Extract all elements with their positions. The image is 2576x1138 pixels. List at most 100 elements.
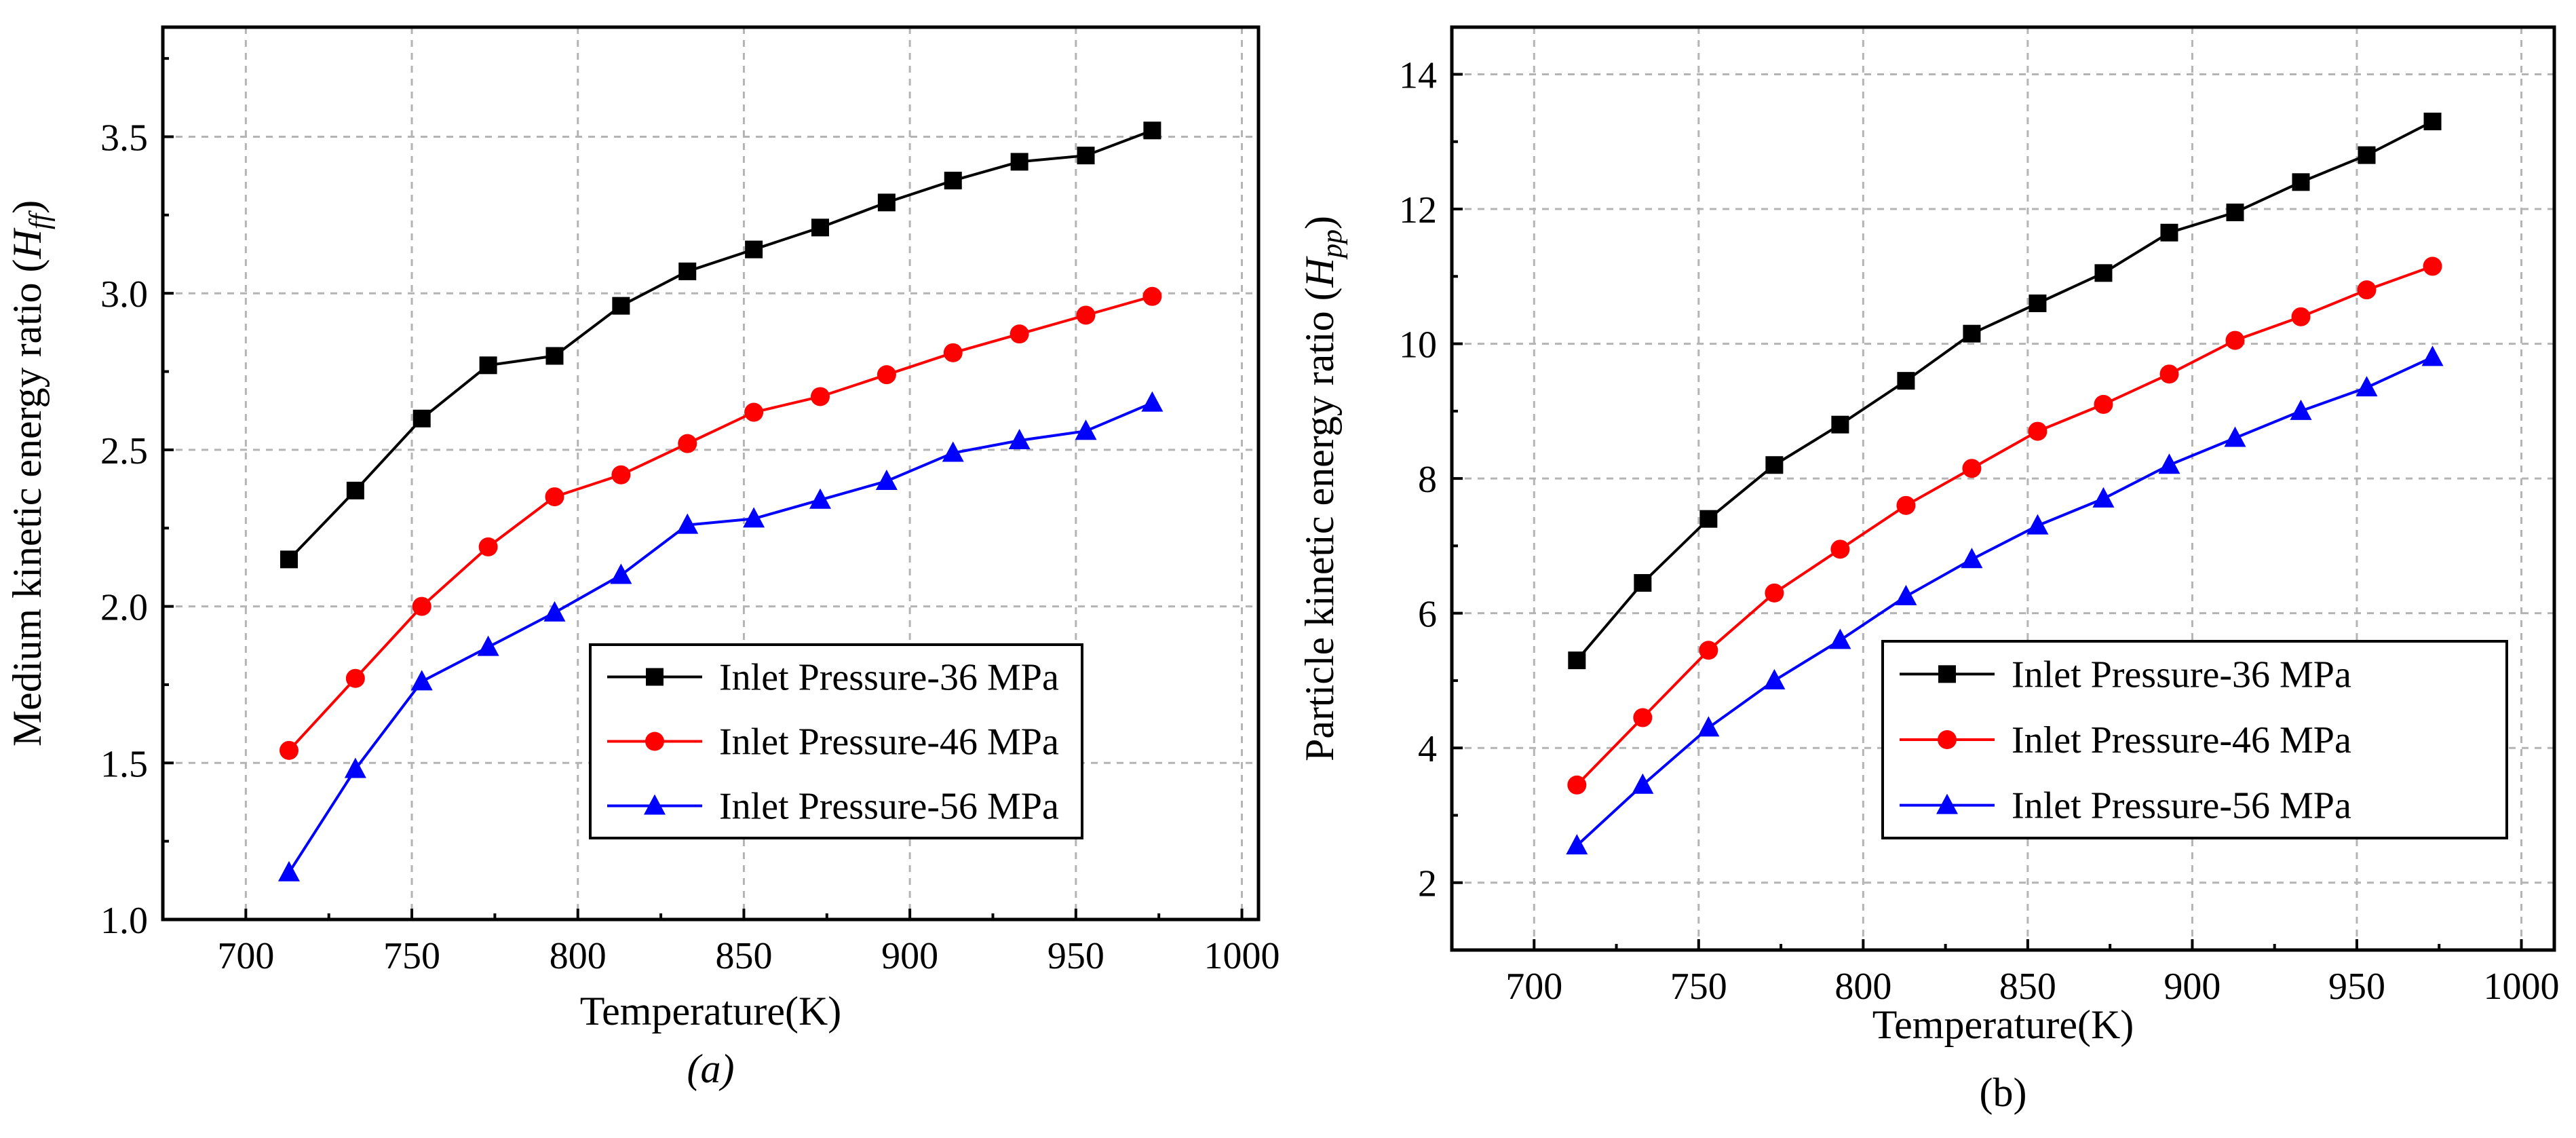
data-point [2356, 376, 2378, 397]
y-tick-label: 10 [1399, 324, 1437, 366]
data-point [1075, 419, 1097, 440]
y-tick-label: 1.0 [100, 900, 148, 942]
data-point [412, 409, 431, 428]
data-point [1076, 305, 1096, 325]
legend-label: Inlet Pressure-46 MPa [719, 721, 1059, 763]
data-point [2357, 280, 2377, 300]
x-tick-label: 1000 [2483, 966, 2559, 1008]
grid-lines [1452, 27, 2554, 950]
x-tick-label: 850 [1999, 966, 2056, 1008]
y-tick-label: 4 [1418, 728, 1437, 770]
x-tick-label: 900 [881, 935, 938, 977]
y-tick-label: 2 [1418, 863, 1437, 905]
data-point [1962, 459, 1982, 478]
data-point [1008, 429, 1031, 450]
legend-marker [644, 794, 666, 815]
legend-item: Inlet Pressure-36 MPa [607, 657, 1059, 699]
y-axis-title-text: Particle kinetic energy ratio ( [1297, 287, 1342, 761]
data-point [944, 172, 962, 190]
x-axis-title: Temperature(K) [1872, 1002, 2134, 1047]
legend: Inlet Pressure-36 MPa Inlet Pressure-46 M… [589, 643, 1083, 839]
data-point [2358, 146, 2376, 164]
y-tick-labels: 1.0 1.5 2.0 2.5 3.0 3.5 [100, 117, 148, 942]
x-tick-label: 800 [1834, 966, 1891, 1008]
data-point [346, 481, 364, 499]
data-point [1896, 495, 1916, 515]
data-point [412, 596, 431, 616]
data-point [1010, 324, 1029, 344]
data-point [1568, 651, 1586, 670]
data-point [345, 668, 365, 688]
y-axis-symbol: H [5, 227, 50, 259]
legend-item: Inlet Pressure-46 MPa [1900, 719, 2351, 761]
x-tick-labels: 700 750 800 850 900 950 1000 [1505, 966, 2559, 1008]
data-point [2092, 487, 2115, 508]
y-tick-label: 3.5 [100, 117, 148, 159]
series-line [288, 129, 1153, 561]
data-point [545, 487, 564, 507]
data-point [1633, 708, 1653, 727]
series-2 [279, 286, 1162, 760]
data-point [2421, 345, 2444, 366]
data-point [1143, 121, 1161, 140]
series-line [1575, 356, 2434, 847]
x-tick-labels: 700 750 800 850 900 950 1000 [217, 935, 1280, 977]
series-line [1575, 265, 2434, 786]
data-point [2160, 223, 2178, 242]
legend-marker [645, 732, 664, 751]
data-point [1010, 153, 1029, 171]
y-axis-subscript: pp [1317, 229, 1348, 260]
data-point [678, 434, 697, 453]
x-tick-label: 750 [383, 935, 440, 977]
data-point [1897, 372, 1915, 390]
y-tick-label: 2.5 [100, 430, 148, 472]
data-point [1765, 583, 1784, 603]
x-tick-label: 900 [2164, 966, 2221, 1008]
data-point [1699, 510, 1718, 528]
data-point [2158, 453, 2180, 474]
data-point [2028, 421, 2048, 441]
data-point [1699, 641, 1718, 660]
data-point [2094, 394, 2113, 414]
panel-caption: (b) [1980, 1070, 2027, 1115]
data-point [1566, 834, 1588, 855]
data-point [877, 193, 896, 212]
data-point [344, 757, 366, 778]
axis-ticks [163, 57, 1244, 921]
data-point [543, 601, 566, 622]
data-point [1963, 324, 1981, 343]
y-tick-label: 12 [1399, 189, 1437, 231]
data-point [277, 860, 300, 881]
y-tick-label: 14 [1399, 54, 1437, 96]
data-point [875, 470, 898, 491]
legend-item: Inlet Pressure-46 MPa [607, 721, 1059, 763]
data-point [942, 441, 964, 462]
data-point [1829, 628, 1851, 649]
series-3 [277, 391, 1164, 881]
x-tick-label: 800 [550, 935, 607, 977]
legend-marker [1938, 730, 1957, 749]
data-point [2159, 364, 2179, 384]
legend-marker [646, 668, 664, 686]
legend-label: Inlet Pressure-46 MPa [2012, 719, 2351, 761]
data-point [943, 343, 963, 362]
data-point [2292, 173, 2310, 191]
series-1 [280, 121, 1161, 569]
y-tick-label: 1.5 [100, 743, 148, 785]
data-point [1697, 716, 1720, 737]
data-point [1632, 773, 1654, 794]
y-axis-title: Particle kinetic energy ratio (Hpp) [1297, 216, 1348, 761]
series-line [1575, 120, 2434, 662]
data-point [612, 297, 630, 315]
data-point [1831, 415, 1849, 434]
data-point [2291, 307, 2311, 326]
y-tick-label: 3.0 [100, 273, 148, 316]
series-1 [1568, 112, 2442, 670]
data-point [877, 365, 896, 385]
data-point [1142, 286, 1162, 306]
data-point [676, 513, 699, 534]
panel-caption: (a) [687, 1046, 735, 1091]
data-point [1567, 775, 1587, 795]
y-tick-labels: 2 4 6 8 10 12 14 [1399, 54, 1437, 905]
data-point [1077, 147, 1095, 165]
